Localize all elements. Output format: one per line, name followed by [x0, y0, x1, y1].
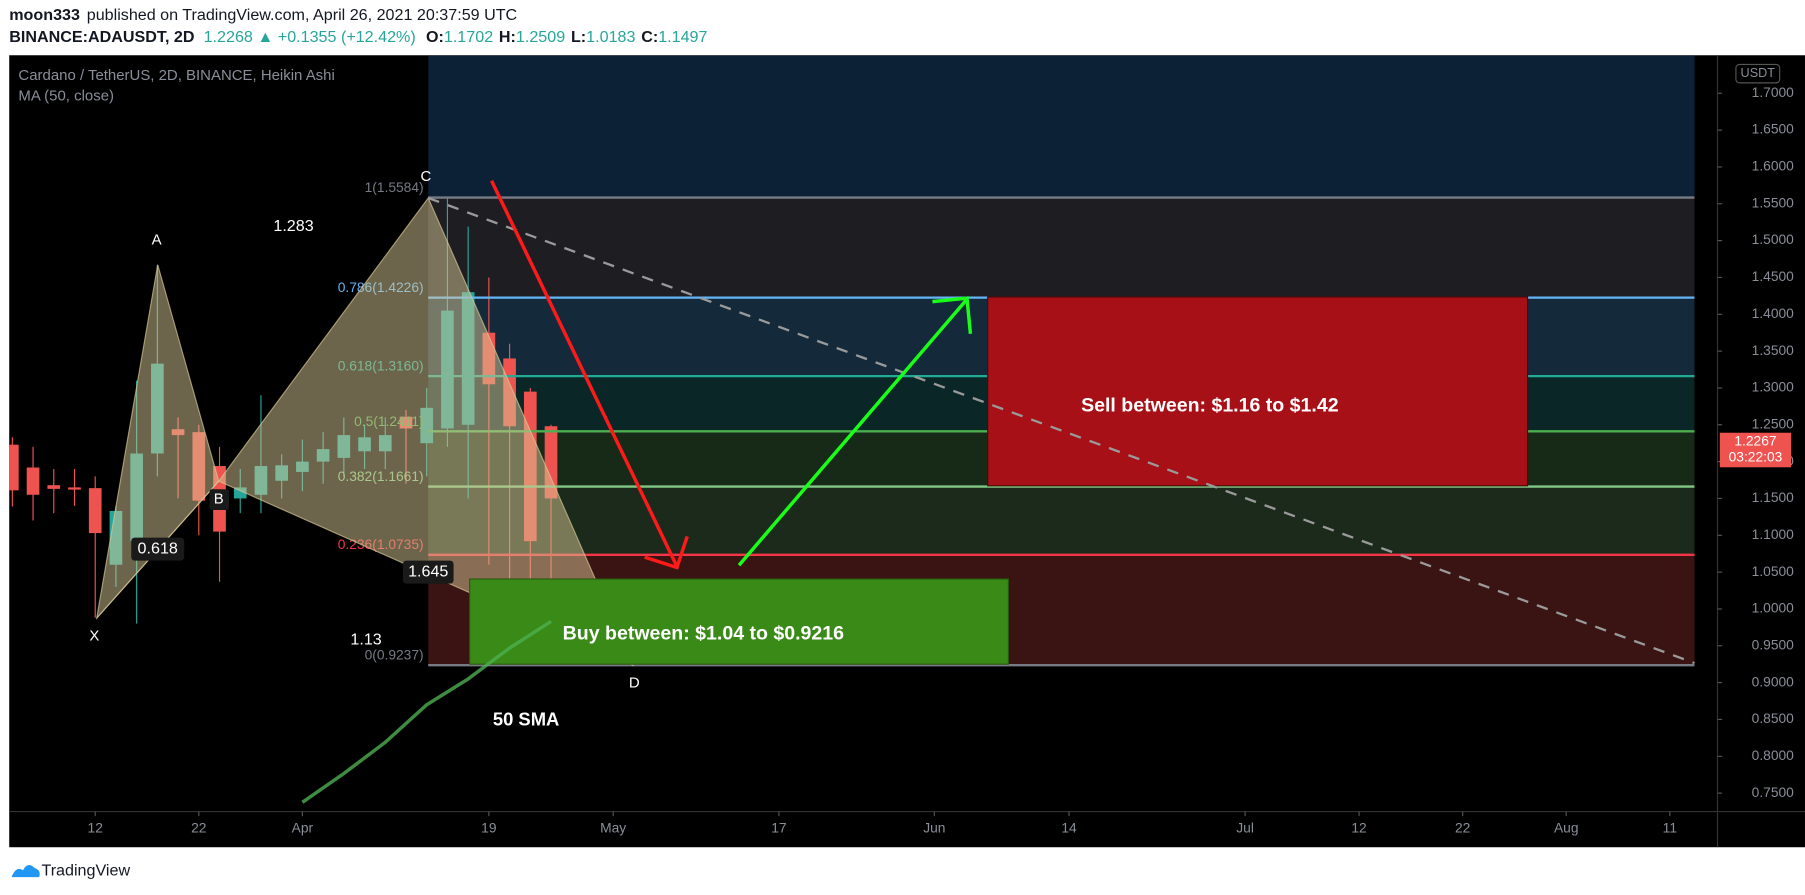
y-tick-label: 1.2500	[1752, 415, 1795, 431]
y-tick-label: 1.3500	[1752, 342, 1795, 358]
y-tick-label: 1.7000	[1752, 84, 1795, 100]
buy-box	[469, 578, 1009, 665]
currency-box	[1735, 63, 1781, 84]
y-tick-label: 0.9000	[1752, 673, 1795, 689]
point-label: A	[152, 232, 162, 249]
ratio-label: 1.13	[350, 630, 381, 648]
y-tick-label: 0.7500	[1752, 784, 1795, 800]
y-tick-label: 1.5500	[1752, 194, 1795, 210]
y-tick-label: 0.9500	[1752, 636, 1795, 652]
fib-label: 1(1.5584)	[365, 179, 424, 195]
x-tick-label: 14	[1061, 819, 1077, 835]
sma-label: 50 SMA	[493, 708, 560, 729]
ma-line	[301, 620, 552, 804]
brand: TradingView	[41, 862, 130, 880]
up-arrow	[737, 298, 969, 567]
price-tag-label: 1.2267	[1734, 433, 1776, 449]
sell-label: Sell between: $1.16 to $1.42	[1081, 395, 1339, 417]
fib-label: 0(0.9237)	[365, 647, 424, 663]
ohlc-key: H:	[499, 28, 516, 46]
published: published on TradingView.com, April 26, …	[87, 6, 518, 24]
ohlc-key: L:	[571, 28, 586, 46]
symbol-line: BINANCE:ADAUSDT, 2D 1.2268 ▲ +0.1355 (+1…	[9, 28, 707, 46]
buy-label: Buy between: $1.04 to $0.9216	[563, 622, 845, 644]
x-tick-label: Apr	[292, 819, 314, 835]
ohlc-value: 1.1497	[658, 28, 707, 46]
symbol: BINANCE:ADAUSDT, 2D	[9, 28, 194, 46]
x-tick-label: 17	[771, 819, 786, 835]
plot: 1(1.5584)0.786(1.4226)0.618(1.3160)0.5(1…	[9, 55, 1695, 804]
fib-band	[428, 197, 1695, 298]
price-tag	[1719, 432, 1792, 468]
x-tick-label: Jun	[923, 819, 945, 835]
legend-entry: MA (50, close)	[18, 88, 114, 105]
ma	[301, 620, 552, 804]
header-line: moon333 published on TradingView.com, Ap…	[9, 6, 517, 24]
candle-body	[9, 444, 19, 491]
ratio-label: 0.618	[138, 539, 178, 557]
up-arrow-head	[932, 296, 973, 334]
x-tick-label: Aug	[1554, 819, 1579, 835]
ohlc-key: C:	[641, 28, 658, 46]
point-label: D	[629, 675, 640, 692]
x-tick-label: 22	[1455, 819, 1470, 835]
candle-body	[233, 487, 247, 499]
ohlc-value: 1.1702	[444, 28, 493, 46]
chart-title: Cardano / TetherUS, 2D, BINANCE, Heikin …	[18, 67, 334, 84]
down-arrow	[489, 179, 679, 568]
down-arrow-head	[644, 535, 689, 570]
y-tick-label: 0.8500	[1752, 710, 1795, 726]
y-tick-label: 1.1500	[1752, 489, 1795, 505]
y-tick-label: 0.8000	[1752, 747, 1795, 763]
point-label: B	[214, 491, 224, 508]
axes: 0.7500 0.8000 0.8500 0.9000 0.9500 1.0000 1.05…	[88, 84, 1795, 836]
y-tick-label: 1.3000	[1752, 379, 1795, 395]
x-tick-label: 22	[191, 819, 206, 835]
ohlc-value: 1.0183	[586, 28, 635, 46]
x-tick-label: 12	[88, 819, 103, 835]
ratio-label: 1.283	[273, 217, 313, 235]
candle-body	[68, 487, 81, 490]
trend-line	[427, 196, 1695, 665]
candle-body	[47, 485, 61, 489]
x-tick-label: 19	[481, 819, 497, 835]
x-tick-label: Jul	[1236, 819, 1254, 835]
label-box	[402, 560, 454, 584]
author: moon333	[9, 6, 80, 24]
y-tick-label: 1.4500	[1752, 268, 1795, 284]
sell-box	[987, 296, 1529, 487]
point-label: C	[421, 168, 432, 185]
y-tick-label: 1.0000	[1752, 600, 1795, 616]
last: 1.2268	[204, 28, 253, 46]
y-tick-label: 1.6500	[1752, 121, 1795, 137]
y-tick-label: 1.4000	[1752, 305, 1795, 321]
price-tag-countdown: 03:22:03	[1729, 449, 1783, 465]
point-label: X	[89, 628, 99, 645]
ratio-label: 1.645	[408, 562, 448, 580]
fib-band	[428, 486, 1695, 555]
currency: USDT	[1741, 66, 1776, 80]
arrow: ▲	[257, 28, 273, 46]
candle-body	[88, 488, 102, 534]
ohlc-key: O:	[426, 28, 444, 46]
logo-cloud	[11, 864, 40, 878]
label-box	[131, 537, 185, 561]
y-tick-label: 1.5000	[1752, 231, 1795, 247]
label-box	[209, 489, 230, 510]
y-tick-label: 1.6000	[1752, 158, 1795, 174]
x-tick-label: 11	[1663, 819, 1677, 835]
ohlc-value: 1.2509	[516, 28, 565, 46]
x-tick-label: 12	[1351, 819, 1366, 835]
y-tick-label: 1.0500	[1752, 563, 1795, 579]
candle-body	[26, 467, 40, 495]
change: +0.1355 (+12.42%)	[278, 28, 416, 46]
logo	[11, 864, 40, 878]
y-tick-label: 1.1000	[1752, 526, 1795, 542]
x-tick-label: May	[600, 819, 626, 835]
fib-band	[428, 55, 1695, 198]
